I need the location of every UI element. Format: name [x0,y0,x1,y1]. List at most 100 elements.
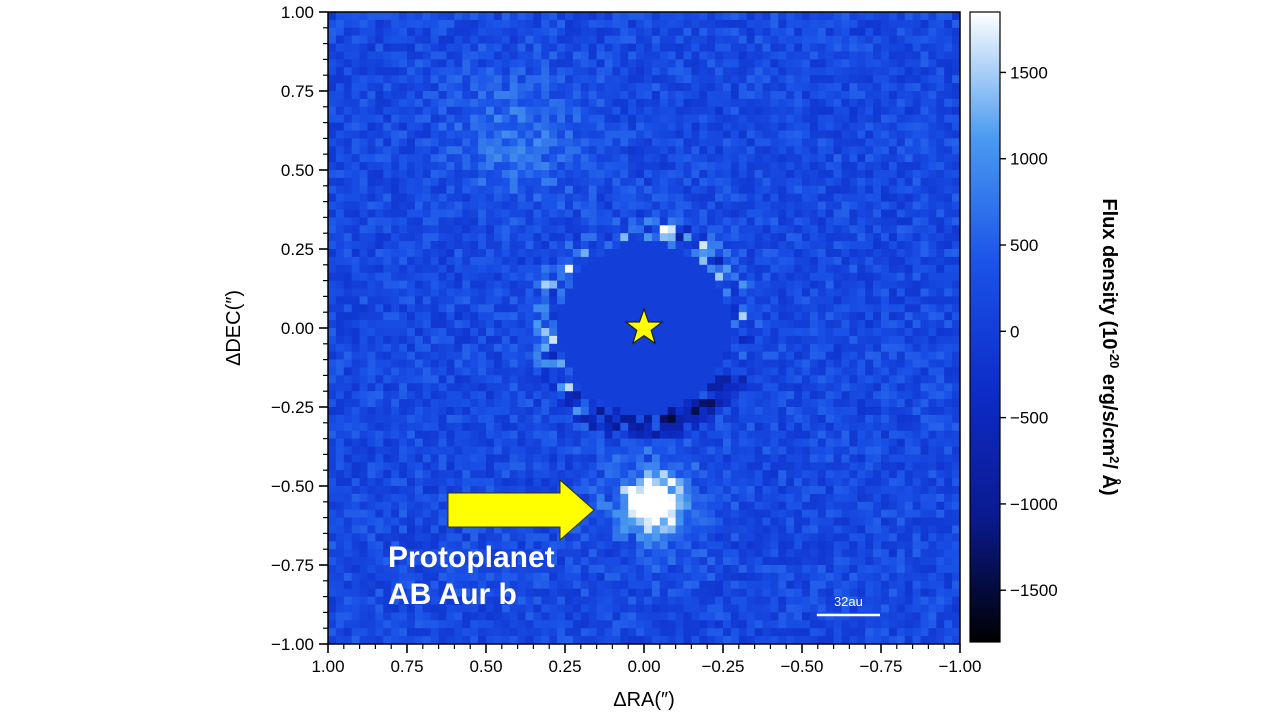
heatmap-cell [889,154,897,162]
heatmap-cell [913,44,921,52]
heatmap-cell [391,36,399,44]
heatmap-cell [368,91,376,99]
heatmap-cell [723,249,731,257]
heatmap-cell [905,123,913,131]
heatmap-cell [328,273,336,281]
heatmap-cell [360,20,368,28]
heatmap-cell [383,217,391,225]
heatmap-cell [913,375,921,383]
heatmap-cell [383,115,391,123]
heatmap-cell [739,447,747,455]
heatmap-cell [526,344,534,352]
heatmap-cell [897,154,905,162]
heatmap-cell [399,462,407,470]
heatmap-cell [676,131,684,139]
heatmap-cell [549,431,557,439]
heatmap-cell [636,138,644,146]
heatmap-cell [755,75,763,83]
heatmap-cell [589,399,597,407]
heatmap-cell [549,447,557,455]
heatmap-cell [897,383,905,391]
heatmap-cell [605,75,613,83]
heatmap-cell [786,59,794,67]
heatmap-cell [834,375,842,383]
heatmap-cell [541,249,549,257]
heatmap-cell [581,391,589,399]
heatmap-cell [518,423,526,431]
heatmap-cell [415,273,423,281]
heatmap-cell [541,28,549,36]
heatmap-cell [628,52,636,60]
heatmap-cell [865,447,873,455]
heatmap-cell [763,44,771,52]
heatmap-cell [470,59,478,67]
heatmap-cell [842,423,850,431]
heatmap-cell [952,289,960,297]
heatmap-cell [620,265,628,273]
heatmap-cell [573,36,581,44]
heatmap-cell [849,344,857,352]
heatmap-cell [573,289,581,297]
heatmap-cell [873,194,881,202]
heatmap-cell [360,217,368,225]
heatmap-cell [842,249,850,257]
heatmap-cell [612,162,620,170]
heatmap-cell [573,415,581,423]
heatmap-cell [383,383,391,391]
heatmap-cell [399,368,407,376]
heatmap-cell [375,265,383,273]
heatmap-cell [684,265,692,273]
heatmap-cell [581,312,589,320]
heatmap-cell [510,249,518,257]
heatmap-cell [778,91,786,99]
heatmap-cell [913,336,921,344]
heatmap-cell [439,20,447,28]
heatmap-cell [344,344,352,352]
heatmap-cell [597,281,605,289]
heatmap-cell [818,59,826,67]
heatmap-cell [723,494,731,502]
heatmap-cell [375,115,383,123]
heatmap-cell [952,178,960,186]
heatmap-cell [589,494,597,502]
heatmap-cell [731,281,739,289]
heatmap-cell [715,20,723,28]
heatmap-cell [897,344,905,352]
heatmap-cell [581,431,589,439]
heatmap-cell [573,257,581,265]
heatmap-cell [786,336,794,344]
heatmap-cell [478,44,486,52]
heatmap-cell [936,75,944,83]
heatmap-cell [842,225,850,233]
heatmap-cell [921,383,929,391]
heatmap-cell [360,431,368,439]
heatmap-cell [755,115,763,123]
heatmap-cell [936,462,944,470]
heatmap-cell [573,83,581,91]
heatmap-cell [549,59,557,67]
heatmap-cell [644,257,652,265]
heatmap-cell [502,304,510,312]
heatmap-cell [462,210,470,218]
heatmap-cell [897,462,905,470]
heatmap-cell [668,439,676,447]
heatmap-cell [565,296,573,304]
heatmap-cell [802,399,810,407]
heatmap-cell [628,115,636,123]
heatmap-cell [715,454,723,462]
heatmap-cell [415,375,423,383]
heatmap-cell [502,162,510,170]
heatmap-cell [541,44,549,52]
heatmap-cell [399,289,407,297]
heatmap-cell [826,154,834,162]
heatmap-cell [818,75,826,83]
heatmap-cell [344,178,352,186]
heatmap-cell [328,225,336,233]
heatmap-cell [747,447,755,455]
heatmap-cell [699,241,707,249]
heatmap-cell [549,12,557,20]
heatmap-cell [921,44,929,52]
heatmap-cell [755,431,763,439]
heatmap-cell [526,281,534,289]
heatmap-cell [565,52,573,60]
